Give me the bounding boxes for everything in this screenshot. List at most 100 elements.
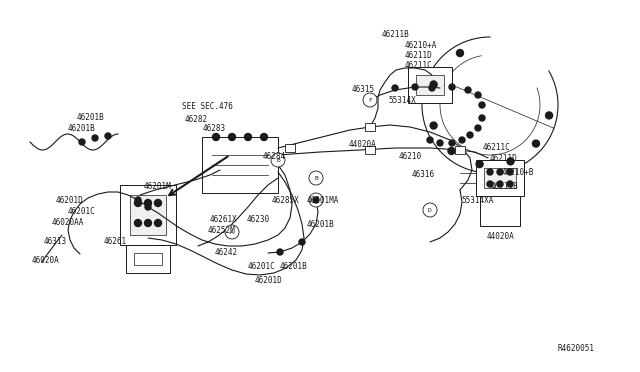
Circle shape xyxy=(271,153,285,167)
Text: 46210+A: 46210+A xyxy=(405,41,437,50)
Bar xyxy=(484,168,516,188)
Text: 46210: 46210 xyxy=(399,152,422,161)
Text: 46020AA: 46020AA xyxy=(52,218,84,227)
Circle shape xyxy=(449,84,455,90)
Circle shape xyxy=(479,102,485,108)
Text: 46201C: 46201C xyxy=(68,207,96,216)
Circle shape xyxy=(475,92,481,98)
Text: 46211D: 46211D xyxy=(490,154,518,163)
Bar xyxy=(365,123,375,131)
Circle shape xyxy=(545,112,552,119)
Bar xyxy=(365,146,375,154)
Text: B: B xyxy=(314,176,318,180)
Circle shape xyxy=(392,85,398,91)
Circle shape xyxy=(476,161,483,168)
Bar xyxy=(455,146,465,154)
Text: 46283: 46283 xyxy=(203,124,226,133)
Circle shape xyxy=(134,199,141,206)
Text: 46282: 46282 xyxy=(185,115,208,124)
Text: 44020A: 44020A xyxy=(487,232,515,241)
Circle shape xyxy=(244,134,252,141)
Text: 46201B: 46201B xyxy=(280,262,308,271)
Text: 46315: 46315 xyxy=(352,85,375,94)
Text: B: B xyxy=(276,157,280,163)
Circle shape xyxy=(467,132,473,138)
Bar xyxy=(130,195,166,235)
Text: D: D xyxy=(314,198,318,202)
Circle shape xyxy=(92,135,98,141)
Circle shape xyxy=(507,169,513,175)
Text: 46201M: 46201M xyxy=(144,182,172,191)
Circle shape xyxy=(363,93,377,107)
Circle shape xyxy=(497,169,503,175)
Circle shape xyxy=(427,137,433,143)
Text: 46211C: 46211C xyxy=(483,143,511,152)
Circle shape xyxy=(507,181,513,187)
Circle shape xyxy=(465,87,471,93)
Circle shape xyxy=(299,239,305,245)
Text: 46211C: 46211C xyxy=(405,61,433,70)
Text: 46316: 46316 xyxy=(412,170,435,179)
Text: 55314X: 55314X xyxy=(388,96,416,105)
Text: 46201D: 46201D xyxy=(255,276,283,285)
Circle shape xyxy=(459,137,465,143)
Text: 46285X: 46285X xyxy=(272,196,300,205)
Bar xyxy=(126,245,170,273)
Text: 46201B: 46201B xyxy=(77,113,105,122)
Circle shape xyxy=(487,181,493,187)
Circle shape xyxy=(313,197,319,203)
Circle shape xyxy=(277,249,283,255)
Circle shape xyxy=(430,81,437,88)
Circle shape xyxy=(145,204,151,210)
Circle shape xyxy=(430,122,437,129)
Circle shape xyxy=(475,125,481,131)
Circle shape xyxy=(487,169,493,175)
Text: SEE SEC.476: SEE SEC.476 xyxy=(182,102,233,111)
Bar xyxy=(202,137,278,193)
Text: 46230: 46230 xyxy=(247,215,270,224)
Text: 44020A: 44020A xyxy=(349,140,377,149)
Bar xyxy=(480,196,520,226)
Text: 46252M: 46252M xyxy=(208,226,236,235)
Text: A: A xyxy=(230,230,234,234)
Circle shape xyxy=(479,115,485,121)
Circle shape xyxy=(145,199,152,206)
Circle shape xyxy=(79,139,85,145)
Text: 46210+B: 46210+B xyxy=(502,168,534,177)
Circle shape xyxy=(497,181,503,187)
Circle shape xyxy=(412,84,418,90)
Circle shape xyxy=(145,219,152,227)
Text: 46261X: 46261X xyxy=(210,215,237,224)
Text: 55314XA: 55314XA xyxy=(461,196,493,205)
Circle shape xyxy=(448,147,455,154)
Circle shape xyxy=(228,134,236,141)
Text: 46284: 46284 xyxy=(263,152,286,161)
Circle shape xyxy=(260,134,268,141)
Circle shape xyxy=(456,49,463,57)
Circle shape xyxy=(309,193,323,207)
Text: 46211D: 46211D xyxy=(405,51,433,60)
Bar xyxy=(416,75,444,95)
Text: 46242: 46242 xyxy=(215,248,238,257)
Text: 46211B: 46211B xyxy=(491,182,519,191)
Text: 46201C: 46201C xyxy=(248,262,276,271)
Circle shape xyxy=(449,140,455,146)
Bar xyxy=(408,67,452,103)
Bar xyxy=(134,253,162,265)
Circle shape xyxy=(154,199,161,206)
Text: D: D xyxy=(428,208,432,212)
Text: F: F xyxy=(368,97,372,103)
Text: 46201MA: 46201MA xyxy=(307,196,339,205)
Bar xyxy=(120,185,176,245)
Circle shape xyxy=(309,171,323,185)
Circle shape xyxy=(437,140,443,146)
Circle shape xyxy=(105,133,111,139)
Text: 46201B: 46201B xyxy=(68,124,96,133)
Circle shape xyxy=(423,203,437,217)
Text: 46261: 46261 xyxy=(104,237,127,246)
Text: 46201B: 46201B xyxy=(307,220,335,229)
Circle shape xyxy=(134,219,141,227)
Circle shape xyxy=(135,197,141,203)
Circle shape xyxy=(212,134,220,141)
Circle shape xyxy=(225,225,239,239)
